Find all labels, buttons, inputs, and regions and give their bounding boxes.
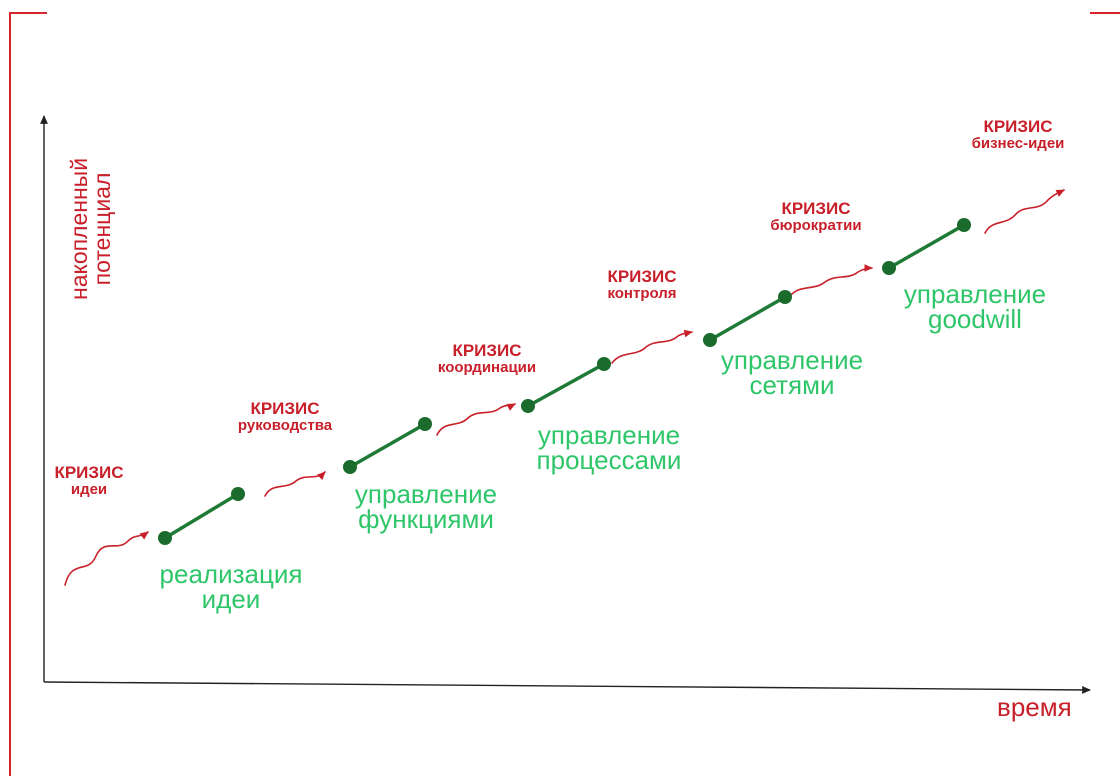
crisis-title: КРИЗИС [607, 267, 677, 286]
stage-label-line2: goodwill [928, 303, 1022, 334]
crisis-label-idea: КРИЗИС идеи [54, 464, 123, 498]
crisis-arrow-leadership [264, 471, 326, 497]
crisis-label-bureaucracy: КРИЗИС бюрократии [770, 200, 861, 234]
stage-dot [158, 531, 172, 545]
y-axis-label: накопленный потенциал [66, 157, 115, 300]
stage-label-line1: управление [537, 420, 681, 450]
stage-label-line1: управление [720, 345, 864, 375]
stage-line-5 [887, 223, 966, 270]
stage-dot [597, 357, 611, 371]
crisis-title: КРИЗИС [983, 117, 1053, 136]
crisis-label-control: КРИЗИС контроля [607, 268, 676, 302]
stage-line-4 [708, 295, 787, 342]
crisis-name: идеи [70, 480, 108, 498]
crisis-title: КРИЗИС [250, 399, 320, 418]
crisis-arrow-coordination [436, 403, 516, 436]
stage-dot [343, 460, 357, 474]
stage-segments [163, 223, 966, 540]
crisis-name: бюрократии [770, 216, 862, 234]
stage-dot [231, 487, 245, 501]
stage-dot [418, 417, 432, 431]
crisis-label-coordination: КРИЗИС координации [438, 342, 536, 376]
stage-label-line1: управление [903, 279, 1047, 309]
stage-label-line1: реализация [159, 559, 303, 589]
crisis-name: руководства [237, 416, 333, 434]
stage-dots [158, 218, 971, 545]
y-axis-label-line1: накопленный [66, 157, 92, 300]
stage-label-line1: управление [354, 479, 498, 509]
stage-label-networks: управление сетями [720, 345, 864, 400]
crisis-title: КРИЗИС [54, 463, 124, 482]
stage-dot [882, 261, 896, 275]
stage-label-idea-realization: реализация идеи [159, 559, 303, 614]
crisis-arrows [64, 189, 1065, 586]
crisis-title: КРИЗИС [452, 341, 522, 360]
stage-label-goodwill: управление goodwill [903, 279, 1047, 334]
crisis-label-business-idea: КРИЗИС бизнес-идеи [972, 118, 1065, 152]
stage-line-2 [348, 422, 427, 469]
x-axis-label: время [997, 692, 1072, 722]
crisis-arrow-control [611, 329, 693, 364]
crisis-arrow-idea [64, 531, 149, 586]
stage-dot [703, 333, 717, 347]
stage-label-line2: сетями [749, 369, 835, 400]
stage-label-line2: функциями [358, 503, 494, 534]
frame-corner-left [9, 12, 47, 776]
stage-label-functions: управление функциями [354, 479, 498, 534]
stage-dot [778, 290, 792, 304]
crisis-arrow-bureaucracy [789, 264, 873, 297]
x-axis [43, 681, 1091, 694]
stage-dot [521, 399, 535, 413]
stage-label-processes: управление процессами [536, 420, 682, 475]
stage-dot [957, 218, 971, 232]
crisis-title: КРИЗИС [781, 199, 851, 218]
crisis-name: координации [437, 358, 537, 376]
crisis-name: бизнес-идеи [971, 134, 1065, 152]
crisis-label-leadership: КРИЗИС руководства [238, 400, 332, 434]
crisis-arrow-business-idea [984, 189, 1065, 234]
crisis-name: контроля [607, 284, 677, 302]
y-axis-label-line2: потенциал [89, 172, 115, 286]
stage-line-1 [163, 492, 240, 540]
stage-label-line2: процессами [536, 444, 682, 475]
stage-line-3 [526, 362, 606, 408]
stage-label-line2: идеи [201, 583, 261, 614]
